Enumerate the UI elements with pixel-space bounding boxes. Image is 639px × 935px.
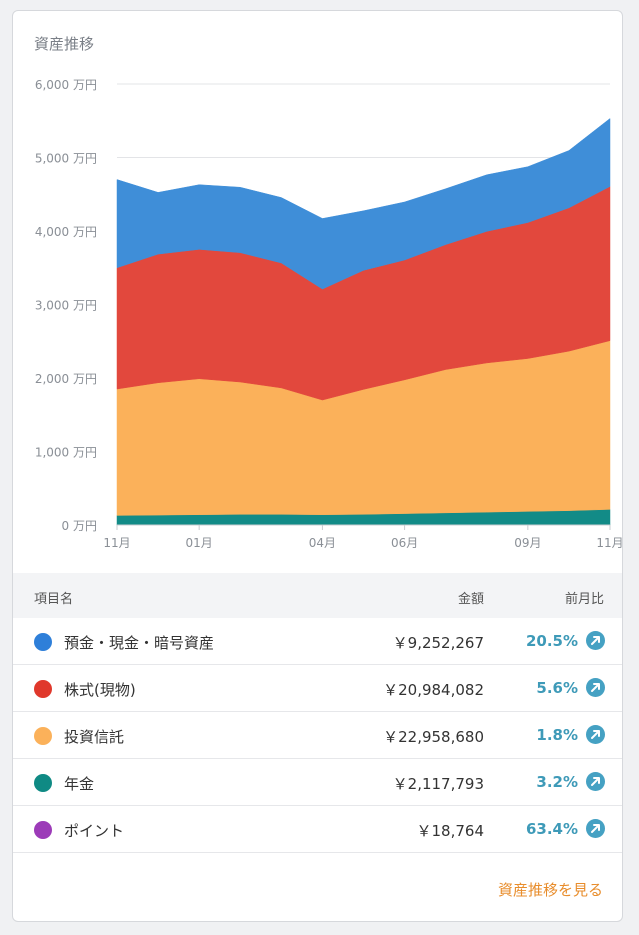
stacked-area-chart: 0 万円 1,000 万円 2,000 万円 3,000 万円 4,000 万円 5,00…	[35, 78, 623, 550]
row-name: ポイント	[64, 822, 125, 840]
row-amount: ￥18,764	[416, 822, 485, 840]
row-amount: ￥2,117,793	[392, 775, 484, 793]
table-header: 項目名 金額 前月比	[13, 573, 622, 618]
category-color-dot	[34, 680, 52, 698]
row-change: 5.6%	[536, 679, 578, 697]
row-amount: ￥9,252,267	[392, 634, 484, 652]
row-change: 63.4%	[525, 820, 578, 838]
y-tick-label: 5,000 万円	[35, 152, 97, 166]
category-color-dot	[34, 821, 52, 839]
arrow-up-right-icon[interactable]	[586, 678, 605, 697]
arrow-up-right-icon[interactable]	[586, 631, 605, 650]
row-change: 3.2%	[536, 773, 578, 791]
row-name: 預金・現金・暗号資産	[64, 634, 215, 652]
category-color-dot	[34, 774, 52, 792]
header-change: 前月比	[564, 592, 604, 607]
x-tick-label: 04月	[309, 536, 336, 550]
row-amount: ￥20,984,082	[383, 681, 484, 699]
arrow-up-right-icon[interactable]	[586, 772, 605, 791]
category-color-dot	[34, 633, 52, 651]
arrow-up-right-icon[interactable]	[586, 819, 605, 838]
table-row: 株式(現物) ￥20,984,082 5.6%	[13, 665, 622, 712]
table-row: 投資信託 ￥22,958,680 1.8%	[13, 712, 622, 759]
y-tick-label: 1,000 万円	[35, 446, 97, 460]
card-title: 資産推移	[34, 35, 95, 53]
table-row: 預金・現金・暗号資産 ￥9,252,267 20.5%	[13, 618, 622, 665]
header-amount: 金額	[457, 592, 484, 607]
x-tick-label: 01月	[186, 536, 213, 550]
row-name: 年金	[64, 775, 95, 793]
header-item-name: 項目名	[34, 592, 74, 607]
area-series	[116, 117, 611, 290]
x-tick-label: 11月	[103, 536, 130, 550]
table-row: ポイント ￥18,764 63.4%	[13, 806, 622, 853]
x-tick-label: 06月	[391, 536, 418, 550]
x-tick-label: 11月	[596, 536, 623, 550]
row-change: 1.8%	[536, 726, 578, 744]
y-tick-label: 2,000 万円	[35, 372, 97, 386]
asset-trend-card: 資産推移 0 万円 1,000 万円 2,000 万円 3,000 万円 4,000 万…	[12, 10, 623, 922]
y-tick-label: 6,000 万円	[35, 78, 97, 92]
row-name: 投資信託	[64, 728, 125, 746]
view-asset-trend-link[interactable]: 資産推移を見る	[497, 881, 603, 899]
x-tick-label: 09月	[514, 536, 541, 550]
table-row: 年金 ￥2,117,793 3.2%	[13, 759, 622, 806]
y-tick-label: 3,000 万円	[35, 299, 97, 313]
row-name: 株式(現物)	[64, 681, 136, 699]
row-change: 20.5%	[525, 632, 578, 650]
arrow-up-right-icon[interactable]	[586, 725, 605, 744]
y-tick-label: 4,000 万円	[35, 225, 97, 239]
row-amount: ￥22,958,680	[383, 728, 484, 746]
y-tick-label: 0 万円	[62, 519, 97, 533]
category-color-dot	[34, 727, 52, 745]
